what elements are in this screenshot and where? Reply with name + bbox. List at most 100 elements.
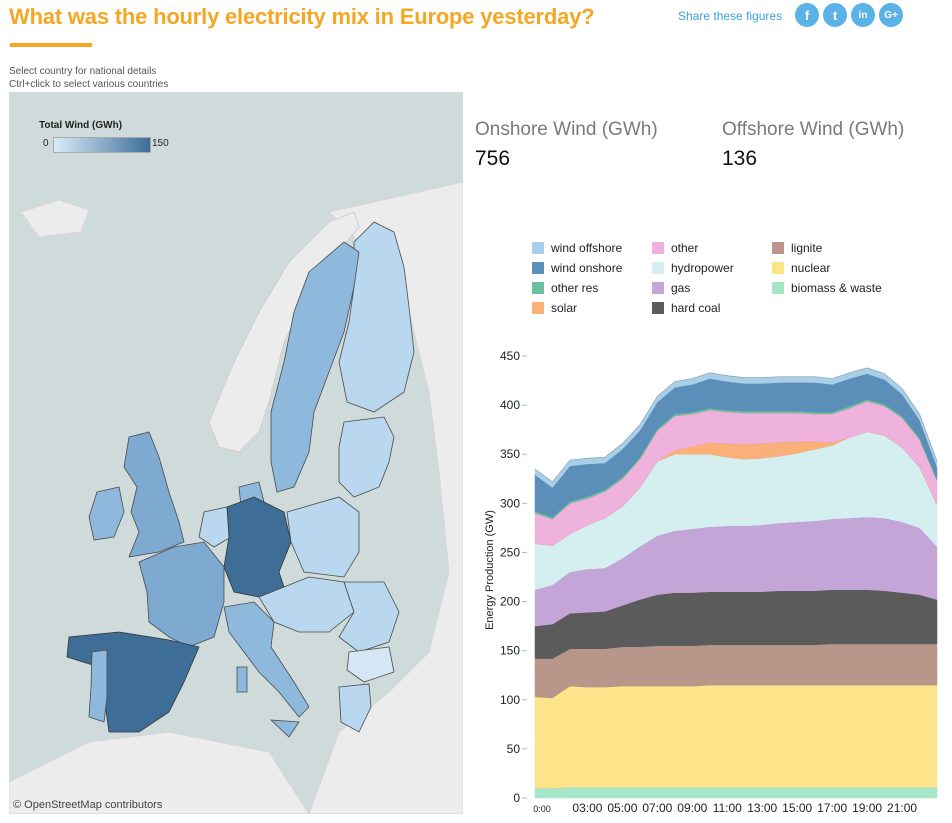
area-edge	[534, 516, 938, 591]
google-plus-icon[interactable]: G+	[879, 3, 903, 27]
country-italy[interactable]	[223, 601, 310, 718]
y-tick-label: 350	[500, 447, 520, 461]
y-tick-label: 50	[507, 742, 521, 756]
y-tick-label: 150	[500, 644, 520, 658]
country-portugal[interactable]	[88, 649, 108, 723]
area-other-res[interactable]	[534, 398, 938, 520]
y-tick-label: 200	[500, 595, 520, 609]
map-attribution: © OpenStreetMap contributors	[13, 799, 163, 811]
legend-swatch	[652, 262, 664, 274]
y-tick-label: 100	[500, 693, 520, 707]
legend-swatch	[772, 242, 784, 254]
map-instruction-ctrl: Ctrl+click to select various countries	[9, 79, 169, 90]
legend-swatch	[532, 302, 544, 314]
x-tick-label: 19:00	[852, 801, 882, 815]
legend-swatch	[532, 262, 544, 274]
map-legend: Total Wind (GWh) 0 150	[39, 120, 169, 153]
legend-label: wind offshore	[551, 241, 623, 255]
area-wind-offshore[interactable]	[534, 367, 938, 488]
legend-swatch	[772, 262, 784, 274]
area-hard-coal[interactable]	[534, 589, 938, 659]
onshore-wind-value: 756	[475, 147, 511, 170]
legend-label: biomass & waste	[791, 281, 882, 295]
onshore-wind-label: Onshore Wind (GWh)	[475, 119, 658, 140]
map-legend-gradient	[53, 137, 151, 153]
area-edge	[535, 643, 937, 659]
country-uk[interactable]	[123, 431, 185, 558]
area-edge	[534, 400, 938, 520]
area-solar[interactable]	[534, 431, 938, 546]
y-tick-label: 300	[500, 496, 520, 510]
europe-map[interactable]: © OpenStreetMap contributors Total Wind …	[9, 92, 463, 814]
country-sicily[interactable]	[269, 719, 300, 738]
y-tick-label: 400	[500, 398, 520, 412]
y-tick-label: 250	[500, 545, 520, 559]
x-tick-label: 0:00	[533, 804, 551, 814]
area-edge	[535, 786, 937, 789]
area-edge	[534, 373, 938, 489]
country-bulgaria[interactable]	[346, 646, 395, 683]
country-spain[interactable]	[66, 631, 200, 733]
offshore-wind-label: Offshore Wind (GWh)	[722, 119, 905, 140]
country-finland[interactable]	[338, 221, 415, 413]
area-gas[interactable]	[534, 516, 938, 627]
country-benelux[interactable]	[198, 506, 232, 548]
country-baltics[interactable]	[338, 416, 395, 498]
legend-label: hydropower	[671, 261, 734, 275]
facebook-icon[interactable]: f	[795, 3, 819, 27]
area-nuclear[interactable]	[534, 684, 938, 789]
legend-label: other	[671, 241, 699, 255]
x-tick-label: 07:00	[642, 801, 672, 815]
area-hydropower[interactable]	[534, 431, 938, 591]
country-sweden[interactable]	[270, 241, 360, 493]
x-tick-label: 17:00	[817, 801, 847, 815]
x-tick-label: 21:00	[887, 801, 917, 815]
area-edge	[534, 684, 937, 699]
x-tick-label: 11:00	[713, 801, 742, 815]
legend-swatch	[652, 282, 664, 294]
twitter-icon[interactable]: t	[823, 3, 847, 27]
europe-map-svg[interactable]: © OpenStreetMap contributors	[9, 92, 463, 814]
x-tick-label: 13:00	[747, 801, 777, 815]
area-edge	[534, 431, 938, 546]
linkedin-icon[interactable]: in	[851, 3, 875, 27]
x-tick-label: 15:00	[782, 801, 812, 815]
area-biomass-waste[interactable]	[534, 786, 938, 799]
legend-label: other res	[551, 281, 599, 295]
legend-label: lignite	[791, 241, 823, 255]
map-legend-min: 0	[43, 138, 49, 149]
area-edge	[534, 589, 938, 627]
legend-swatch	[532, 242, 544, 254]
page-title: What was the hourly electricity mix in E…	[9, 4, 595, 29]
country-greece[interactable]	[338, 683, 372, 733]
legend-swatch	[532, 282, 544, 294]
land-iceland	[20, 199, 90, 238]
country-ireland[interactable]	[88, 486, 125, 541]
x-tick-label: 03:00	[572, 801, 602, 815]
map-legend-max: 150	[152, 138, 169, 149]
map-instruction-select: Select country for national details	[9, 66, 157, 77]
legend-label: wind onshore	[551, 261, 623, 275]
legend-swatch	[772, 282, 784, 294]
country-poland[interactable]	[286, 496, 360, 578]
country-france[interactable]	[138, 541, 225, 648]
x-tick-label: 05:00	[607, 801, 637, 815]
country-romania[interactable]	[338, 581, 400, 653]
area-wind-onshore[interactable]	[534, 373, 938, 518]
country-germany[interactable]	[223, 496, 292, 598]
title-underline	[10, 43, 92, 47]
area-lignite[interactable]	[534, 643, 938, 699]
legend-label: solar	[551, 301, 578, 315]
legend-label: nuclear	[791, 261, 831, 275]
y-axis-label: Energy Production (GW)	[484, 510, 496, 630]
area-edge	[534, 398, 938, 518]
area-other[interactable]	[534, 400, 938, 546]
offshore-wind-value: 136	[722, 147, 758, 170]
y-tick-label: 0	[513, 791, 520, 805]
country-sardinia[interactable]	[236, 666, 248, 693]
share-label[interactable]: Share these figures	[678, 9, 783, 23]
map-legend-title: Total Wind (GWh)	[39, 120, 123, 131]
x-tick-label: 09:00	[677, 801, 707, 815]
legend-swatch	[652, 242, 664, 254]
legend-label: hard coal	[671, 301, 721, 315]
